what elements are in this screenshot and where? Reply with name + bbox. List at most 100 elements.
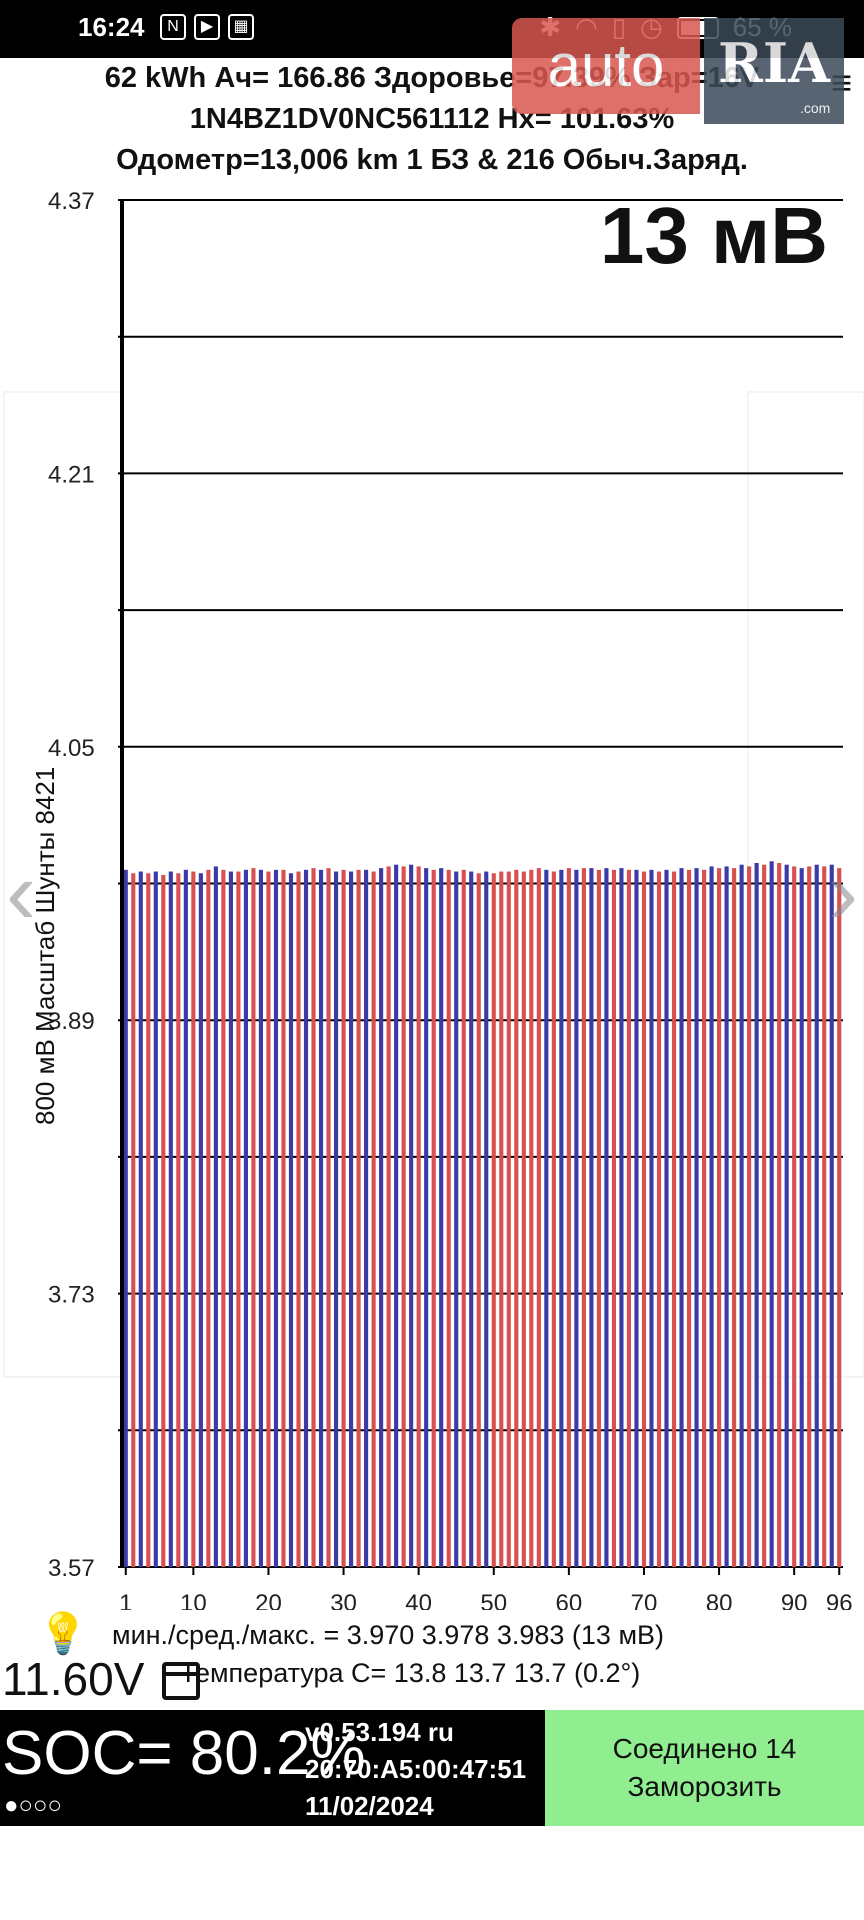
status-left-icons: N ▶ ▦ [160,14,254,40]
cell-bar [807,866,812,1567]
x-tick-label: 60 [556,1590,583,1610]
cell-bar [416,866,421,1567]
cell-bar [386,866,391,1567]
x-tick-label: 96 [826,1590,853,1610]
watermark-com-text: .com [800,100,831,116]
cell-bar [754,862,759,1567]
youtube-icon: ▶ [194,14,220,40]
y-tick-label: 4.21 [48,461,95,488]
watermark-auto-logo: auto [512,18,700,114]
cell-bar [288,873,294,1567]
cell-bar [701,869,707,1567]
bottom-panel: SOC= 80.2% ●○○○ v0.53.194 ru 20:70:A5:00… [0,1710,864,1826]
cell-bar [333,871,339,1567]
cell-bar [724,866,729,1567]
cell-bar [822,866,827,1567]
header-line-odometer: Одометр=13,006 km 1 БЗ & 216 Обыч.Заряд. [116,144,748,176]
cell-bar [747,866,752,1567]
cell-bar [664,869,669,1567]
cell-bar [131,873,136,1567]
cell-bar [461,869,466,1567]
cell-bar [499,871,504,1567]
cell-bar [228,871,233,1567]
cell-bar [611,869,616,1567]
chart-delta-label: 13 мВ [599,191,828,280]
cell-bar [183,869,188,1567]
cell-bar [273,869,279,1567]
cell-bar [649,869,654,1567]
cell-bar [619,868,624,1567]
connection-status: Соединено 14 [612,1733,797,1764]
cell-bar [634,869,639,1567]
nfc-icon: N [160,14,186,40]
cell-bar [446,869,451,1567]
cell-bar [574,869,579,1567]
cell-bar [153,871,158,1567]
cell-bar [364,869,369,1567]
cell-bar [281,869,286,1567]
cell-bar [604,868,609,1567]
cell-bar [686,869,692,1567]
x-tick-label: 1 [119,1590,132,1610]
cell-bar [394,864,399,1567]
cell-bar [829,864,834,1567]
cell-bar [837,868,842,1567]
cell-bar [303,869,309,1567]
cell-bar [551,871,556,1567]
cell-bar [544,869,549,1567]
aux-battery-voltage: 11.60V [2,1653,145,1705]
lightbulb-icon[interactable]: 💡 [38,1612,88,1656]
soc-block: SOC= 80.2% ●○○○ v0.53.194 ru 20:70:A5:00… [0,1710,545,1826]
cell-bar [732,868,737,1567]
cell-bar [529,869,534,1567]
cell-bar [739,864,744,1567]
x-tick-label: 90 [781,1590,808,1610]
connection-freeze-button[interactable]: Соединено 14 Заморозить [545,1710,864,1826]
watermark-ria-logo: RIA [704,18,844,124]
cell-bar [266,871,271,1567]
cell-bar [769,861,774,1567]
x-tick-label: 80 [706,1590,733,1610]
device-mac: 20:70:A5:00:47:51 [305,1754,527,1784]
cell-voltage-chart: 4.37 4.21 4.05 3.89 3.73 3.57 1 10 20 30 40 50 60 70 8… [3,188,864,1610]
cell-bar [371,871,376,1567]
y-tick-label: 3.73 [48,1282,95,1309]
cell-bar [168,871,173,1567]
cell-bar [424,868,429,1567]
calendar-icon[interactable] [162,1662,200,1700]
cell-bar [258,869,264,1567]
cell-bar [349,871,354,1567]
cell-bar [401,866,406,1567]
cell-bar [717,868,722,1567]
cell-bar [318,869,324,1567]
cell-bar [559,869,564,1567]
status-time: 16:24 [78,12,145,42]
cell-bar [536,868,541,1567]
previous-chevron-icon[interactable]: ‹ [6,843,36,943]
cell-bar [439,868,444,1567]
cell-bar [784,864,789,1567]
next-chevron-icon[interactable]: › [828,843,858,943]
cell-bar [243,869,248,1567]
cell-bar [566,868,571,1567]
cell-bar [431,869,436,1567]
cell-bar [191,871,196,1567]
cell-bar [792,866,797,1567]
min-avg-max-stats: мин./сред./макс. = 3.970 3.978 3.983 (13… [112,1620,665,1650]
cell-bar [506,871,511,1567]
x-tick-label: 70 [631,1590,658,1610]
cell-bar [356,869,361,1567]
cell-bar [221,869,226,1567]
cell-bar [626,869,632,1567]
cell-bar [589,868,594,1567]
cell-bar [379,868,384,1567]
cell-bar [146,873,151,1567]
x-tick-label: 30 [330,1590,357,1610]
app-version: v0.53.194 ru [305,1717,454,1747]
cell-bar [709,866,714,1567]
cell-bar [409,864,414,1567]
cell-bar [777,862,782,1567]
cell-bar [311,868,316,1567]
cell-bar [469,871,474,1567]
y-axis-label: 800 мВ Масштаб Шунты 8421 [30,766,60,1125]
